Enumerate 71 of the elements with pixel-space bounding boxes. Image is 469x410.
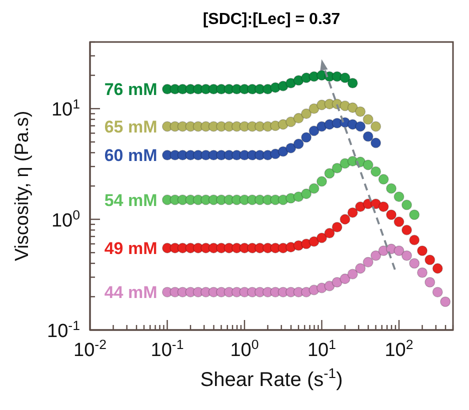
point <box>308 183 320 194</box>
point <box>362 131 374 142</box>
point <box>332 276 342 288</box>
point <box>308 236 320 247</box>
point <box>355 121 366 132</box>
point <box>401 250 412 261</box>
point <box>401 224 412 236</box>
point <box>293 112 304 124</box>
point <box>301 188 312 200</box>
point <box>432 286 443 298</box>
point <box>409 209 420 220</box>
point <box>362 114 374 125</box>
y-axis-title: Viscosity, η (Pa.s) <box>12 110 33 262</box>
point <box>370 250 382 261</box>
point <box>394 245 404 256</box>
point <box>316 176 328 187</box>
point <box>347 268 358 280</box>
point <box>347 102 358 113</box>
point <box>301 132 312 143</box>
point <box>308 126 320 136</box>
point <box>378 174 389 185</box>
series-label: 54 mM <box>104 190 158 210</box>
point <box>378 201 389 212</box>
point <box>301 108 312 119</box>
point <box>347 78 358 88</box>
point <box>370 166 382 177</box>
point <box>324 168 335 179</box>
series-label: 44 mM <box>104 283 158 302</box>
point <box>394 191 404 202</box>
point <box>316 232 328 244</box>
x-tick-label: 10$^{1}$ <box>307 336 336 361</box>
point <box>340 274 350 284</box>
point <box>386 183 397 194</box>
point <box>409 258 420 269</box>
point <box>401 200 412 210</box>
x-tick-label: 10$^{2}$ <box>384 336 414 361</box>
point <box>347 207 358 218</box>
point <box>332 222 342 232</box>
point <box>440 296 451 308</box>
x-tick-label: 10$^{-1}$ <box>150 336 184 361</box>
series-label: 60 mM <box>104 146 158 166</box>
point <box>324 228 335 238</box>
point <box>432 263 443 274</box>
point <box>416 245 428 256</box>
point <box>362 256 374 268</box>
point <box>370 138 382 148</box>
chart-title: [SDC]:[Lec] = 0.37 <box>202 10 342 30</box>
y-tick-label: 10$^{0}$ <box>51 206 80 232</box>
x-axis-title: Shear Rate (s$^{-1}$) <box>200 365 343 391</box>
point <box>340 214 350 225</box>
point <box>340 72 350 84</box>
series-label: 49 mM <box>104 239 158 258</box>
series-label: 76 mM <box>104 80 158 100</box>
point <box>362 160 374 170</box>
point <box>355 106 366 117</box>
point <box>386 209 397 220</box>
point <box>424 276 436 288</box>
point <box>370 121 382 132</box>
point <box>355 263 366 274</box>
point <box>416 267 428 278</box>
point <box>409 234 420 246</box>
point <box>286 142 296 154</box>
x-tick-label: 10$^{0}$ <box>230 336 259 361</box>
point <box>286 116 296 128</box>
point <box>394 216 404 228</box>
series-label: 65 mM <box>104 117 158 136</box>
y-tick-label: 10$^{1}$ <box>51 96 80 121</box>
point <box>424 254 436 266</box>
point <box>308 103 320 114</box>
point <box>332 162 342 174</box>
point <box>293 138 304 150</box>
